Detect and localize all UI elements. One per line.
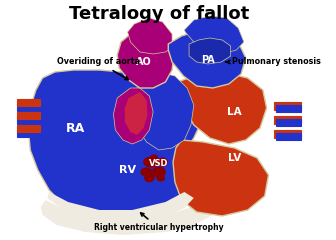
Polygon shape bbox=[168, 30, 246, 88]
Text: VSD: VSD bbox=[149, 158, 169, 168]
Ellipse shape bbox=[150, 155, 158, 161]
Ellipse shape bbox=[141, 168, 152, 176]
Text: Overiding of aorta: Overiding of aorta bbox=[57, 58, 140, 80]
Polygon shape bbox=[17, 125, 40, 132]
Text: LA: LA bbox=[227, 107, 242, 117]
Text: RA: RA bbox=[66, 121, 85, 134]
Text: Tetralogy of fallot: Tetralogy of fallot bbox=[69, 5, 249, 23]
Polygon shape bbox=[28, 70, 203, 220]
Text: LV: LV bbox=[228, 153, 241, 163]
Polygon shape bbox=[17, 130, 43, 137]
Polygon shape bbox=[17, 112, 40, 119]
Ellipse shape bbox=[139, 157, 167, 179]
Polygon shape bbox=[189, 38, 231, 64]
Text: AO: AO bbox=[136, 57, 152, 67]
Polygon shape bbox=[41, 198, 217, 235]
Text: RV: RV bbox=[119, 165, 136, 175]
Polygon shape bbox=[276, 133, 301, 140]
Polygon shape bbox=[274, 116, 301, 124]
Text: Pulmonary stenosis: Pulmonary stenosis bbox=[226, 58, 321, 66]
Polygon shape bbox=[17, 104, 43, 111]
Polygon shape bbox=[178, 72, 266, 144]
Polygon shape bbox=[134, 72, 194, 150]
Ellipse shape bbox=[158, 158, 167, 166]
Polygon shape bbox=[125, 92, 148, 135]
Ellipse shape bbox=[157, 175, 165, 181]
Polygon shape bbox=[114, 88, 153, 144]
Polygon shape bbox=[117, 30, 174, 88]
Polygon shape bbox=[47, 192, 194, 222]
Ellipse shape bbox=[144, 157, 159, 167]
Text: Right ventricular hypertrophy: Right ventricular hypertrophy bbox=[94, 213, 224, 233]
Polygon shape bbox=[276, 105, 301, 112]
Polygon shape bbox=[17, 99, 40, 106]
Polygon shape bbox=[274, 130, 301, 138]
Polygon shape bbox=[276, 119, 301, 126]
Text: PA: PA bbox=[201, 55, 215, 65]
Polygon shape bbox=[274, 102, 301, 110]
Ellipse shape bbox=[144, 174, 154, 182]
Polygon shape bbox=[128, 18, 172, 54]
Ellipse shape bbox=[152, 167, 165, 177]
Polygon shape bbox=[173, 140, 268, 216]
Polygon shape bbox=[17, 117, 43, 124]
Polygon shape bbox=[184, 16, 244, 54]
